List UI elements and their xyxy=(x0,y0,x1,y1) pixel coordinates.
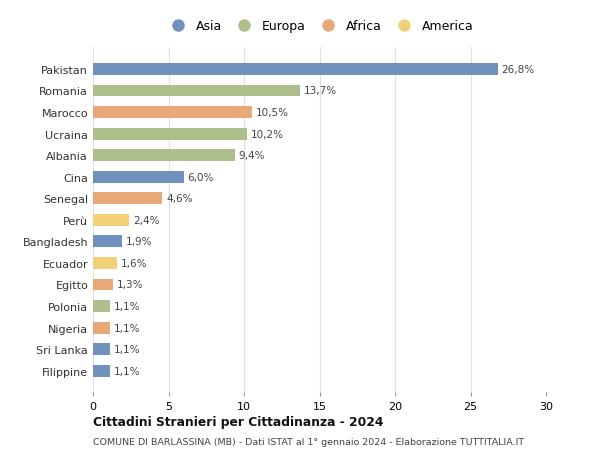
Text: 1,1%: 1,1% xyxy=(113,344,140,354)
Bar xyxy=(93,107,251,119)
Bar xyxy=(93,129,247,140)
Text: 10,5%: 10,5% xyxy=(256,108,289,118)
Text: 1,1%: 1,1% xyxy=(113,366,140,376)
Text: 1,9%: 1,9% xyxy=(125,237,152,247)
Bar xyxy=(93,193,163,205)
Bar xyxy=(93,236,122,248)
Text: 2,4%: 2,4% xyxy=(133,215,160,225)
Bar xyxy=(93,257,117,269)
Text: 1,1%: 1,1% xyxy=(113,323,140,333)
Bar xyxy=(93,150,235,162)
Legend: Asia, Europa, Africa, America: Asia, Europa, Africa, America xyxy=(166,20,473,33)
Bar xyxy=(93,322,110,334)
Text: 1,1%: 1,1% xyxy=(113,302,140,311)
Bar xyxy=(93,64,497,76)
Text: COMUNE DI BARLASSINA (MB) - Dati ISTAT al 1° gennaio 2024 - Elaborazione TUTTITA: COMUNE DI BARLASSINA (MB) - Dati ISTAT a… xyxy=(93,437,524,446)
Bar xyxy=(93,214,129,226)
Text: 13,7%: 13,7% xyxy=(304,86,337,96)
Text: 26,8%: 26,8% xyxy=(502,65,535,75)
Text: 1,3%: 1,3% xyxy=(116,280,143,290)
Bar xyxy=(93,343,110,355)
Text: Cittadini Stranieri per Cittadinanza - 2024: Cittadini Stranieri per Cittadinanza - 2… xyxy=(93,415,383,428)
Bar xyxy=(93,301,110,312)
Text: 1,6%: 1,6% xyxy=(121,258,148,269)
Bar xyxy=(93,365,110,377)
Bar xyxy=(93,279,113,291)
Bar xyxy=(93,171,184,183)
Text: 9,4%: 9,4% xyxy=(239,151,265,161)
Bar xyxy=(93,85,300,97)
Text: 6,0%: 6,0% xyxy=(187,172,214,182)
Text: 4,6%: 4,6% xyxy=(166,194,193,204)
Text: 10,2%: 10,2% xyxy=(251,129,284,139)
